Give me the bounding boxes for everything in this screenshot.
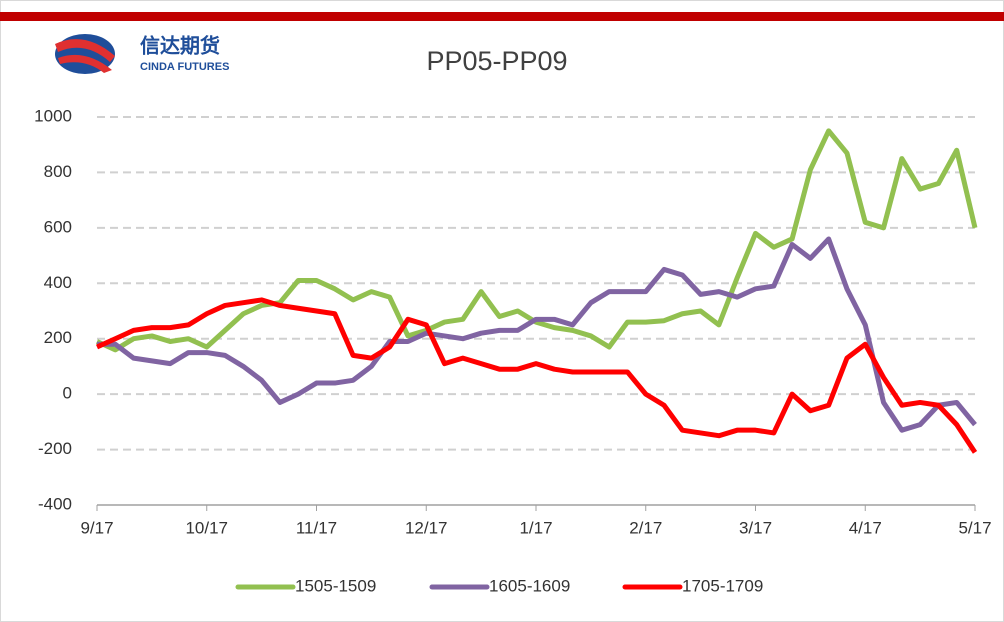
y-tick-label: 600: [44, 217, 72, 236]
x-tick-label: 4/17: [849, 518, 882, 537]
x-tick-label: 11/17: [296, 518, 337, 537]
top-bar: [0, 12, 1004, 21]
legend-label: 1605-1609: [489, 576, 570, 595]
y-tick-label: 200: [44, 328, 72, 347]
y-tick-label: -200: [38, 439, 72, 458]
x-tick-label: 5/17: [958, 518, 991, 537]
legend-label: 1505-1509: [295, 576, 376, 595]
x-tick-label: 2/17: [629, 518, 662, 537]
x-tick-label: 3/17: [739, 518, 772, 537]
y-tick-label: 1000: [34, 106, 72, 125]
x-tick-label: 9/17: [80, 518, 113, 537]
chart-title: PP05-PP09: [426, 46, 567, 76]
logo: 信达期货 CINDA FUTURES: [55, 33, 229, 74]
x-tick-label: 1/17: [519, 518, 552, 537]
logo-subname: CINDA FUTURES: [140, 61, 229, 73]
legend-label: 1705-1709: [682, 576, 763, 595]
series-line: [95, 297, 978, 454]
y-tick-label: 0: [63, 384, 72, 403]
y-tick-label: -400: [38, 494, 72, 513]
x-tick-label: 10/17: [185, 518, 228, 537]
y-tick-label: 400: [44, 273, 72, 292]
x-tick-label: 12/17: [405, 518, 448, 537]
y-tick-label: 800: [44, 162, 72, 181]
series-line: [97, 236, 977, 433]
logo-name: 信达期货: [140, 33, 220, 57]
